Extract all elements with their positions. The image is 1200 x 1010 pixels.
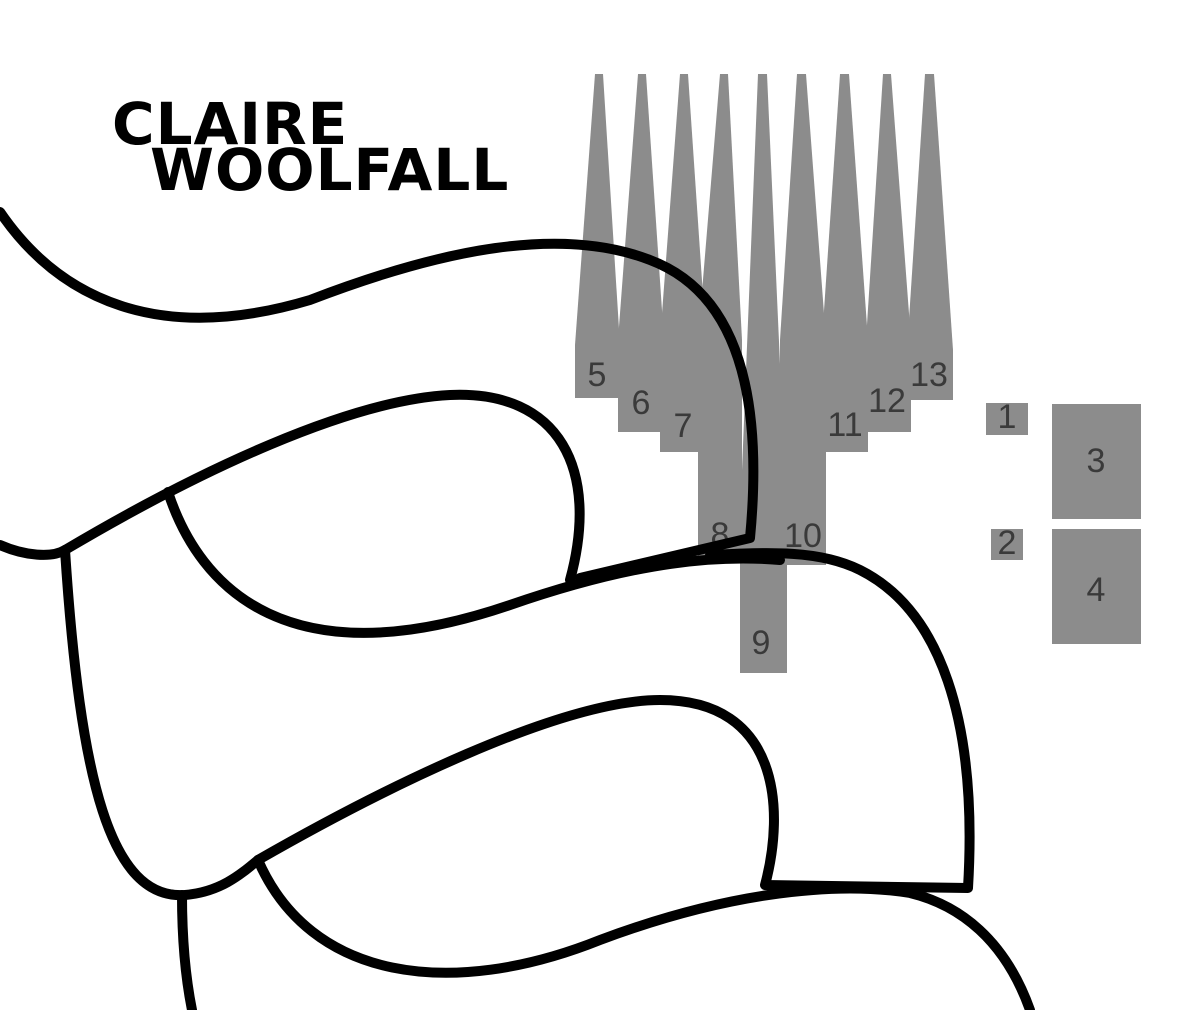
piece-label-7: 7 — [674, 407, 693, 445]
logo-line-1: CLAIRE — [112, 90, 348, 158]
piece-label-9: 9 — [752, 624, 771, 662]
logo-line-2: WOOLFALL — [150, 136, 509, 204]
piece-7-shape — [660, 74, 706, 452]
upper-brim-outline — [163, 487, 785, 638]
feather-pieces — [575, 74, 1141, 673]
piece-label-2: 2 — [998, 524, 1017, 562]
piece-label-6: 6 — [632, 384, 651, 422]
piece-1-shape — [986, 403, 1028, 435]
piece-label-12: 12 — [868, 382, 906, 420]
piece-label-1: 1 — [998, 398, 1017, 436]
piece-2-shape — [991, 529, 1023, 560]
piece-5-shape — [575, 74, 620, 398]
piece-label-3: 3 — [1087, 442, 1106, 480]
logo: CLAIRE WOOLFALL — [112, 90, 509, 204]
outline-pattern — [0, 207, 1035, 1010]
piece-label-10: 10 — [784, 517, 822, 555]
upper-head-outline — [60, 389, 585, 585]
piece-4-shape — [1052, 529, 1141, 644]
piece-label-4: 4 — [1087, 571, 1106, 609]
piece-11-shape — [822, 74, 868, 452]
piece-label-11: 11 — [827, 406, 862, 444]
piece-3-shape — [1052, 404, 1141, 519]
top-wave-outline — [0, 207, 759, 583]
lower-brim-outline — [253, 855, 1035, 1010]
piece-label-5: 5 — [588, 356, 607, 394]
piece-12-shape — [866, 74, 911, 432]
piece-10-shape — [780, 74, 826, 565]
left-edge-arc-outline — [0, 540, 70, 560]
bottom-left-line-outline — [177, 890, 197, 1010]
piece-13-shape — [907, 74, 953, 400]
piece-label-13: 13 — [910, 356, 948, 394]
big-body-outline — [60, 545, 975, 901]
piece-labels: 5 6 7 8 9 10 11 12 13 1 2 3 4 — [588, 356, 1106, 662]
